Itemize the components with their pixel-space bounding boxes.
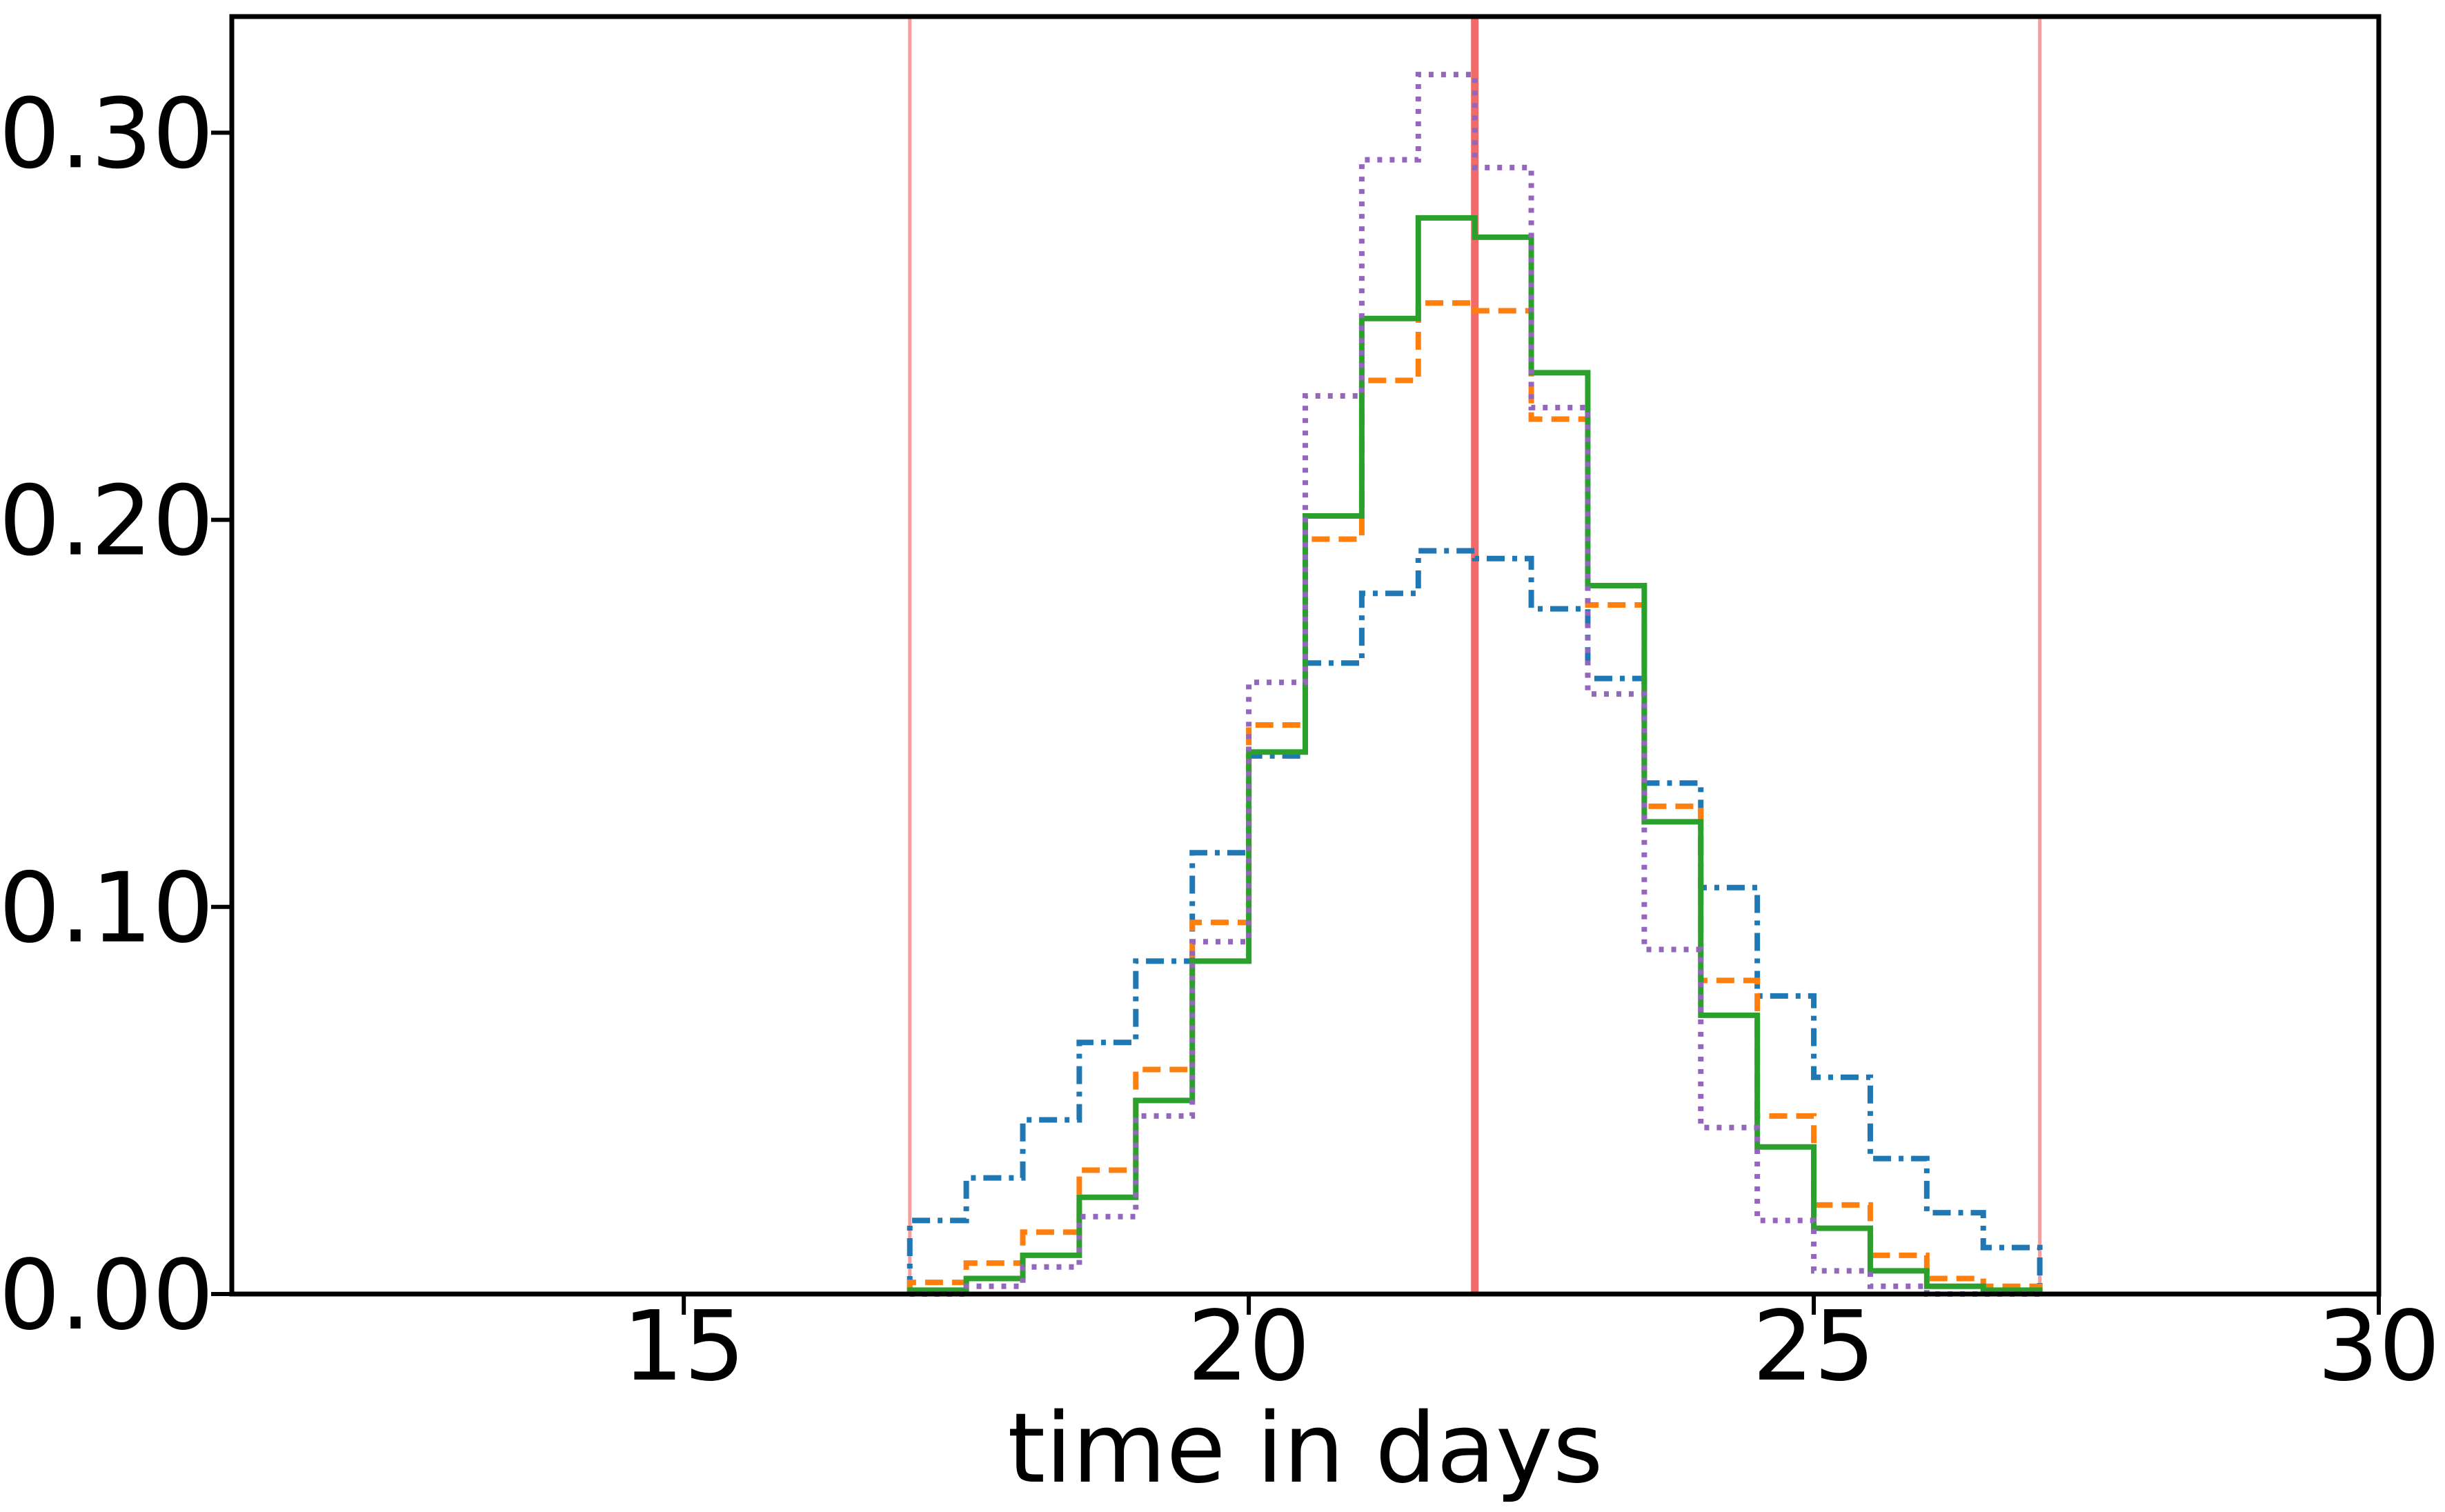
series-dashdot-1 [907, 548, 2043, 1294]
plot-frame [229, 14, 2382, 1297]
y-tick-label: 0.00 [0, 1240, 214, 1352]
x-axis-label: time in days [1007, 1393, 1603, 1505]
y-tick-label: 0.10 [0, 853, 214, 965]
y-tick-label: 0.20 [0, 466, 214, 578]
x-tick-label: 25 [1752, 1291, 1875, 1403]
x-tick-label: 30 [2317, 1291, 2440, 1403]
y-tick-label: 0.30 [0, 78, 214, 190]
x-tick-label: 20 [1187, 1291, 1310, 1403]
histogram-series [907, 72, 2043, 1297]
x-tick-label: 15 [622, 1291, 745, 1403]
series-dashed-2 [907, 300, 2043, 1294]
series-solid-3 [907, 215, 2043, 1294]
y-axis-ticks: 0.00 0.10 0.20 0.30 [0, 78, 232, 1352]
x-axis-ticks: 15 20 25 30 [622, 1291, 2440, 1403]
